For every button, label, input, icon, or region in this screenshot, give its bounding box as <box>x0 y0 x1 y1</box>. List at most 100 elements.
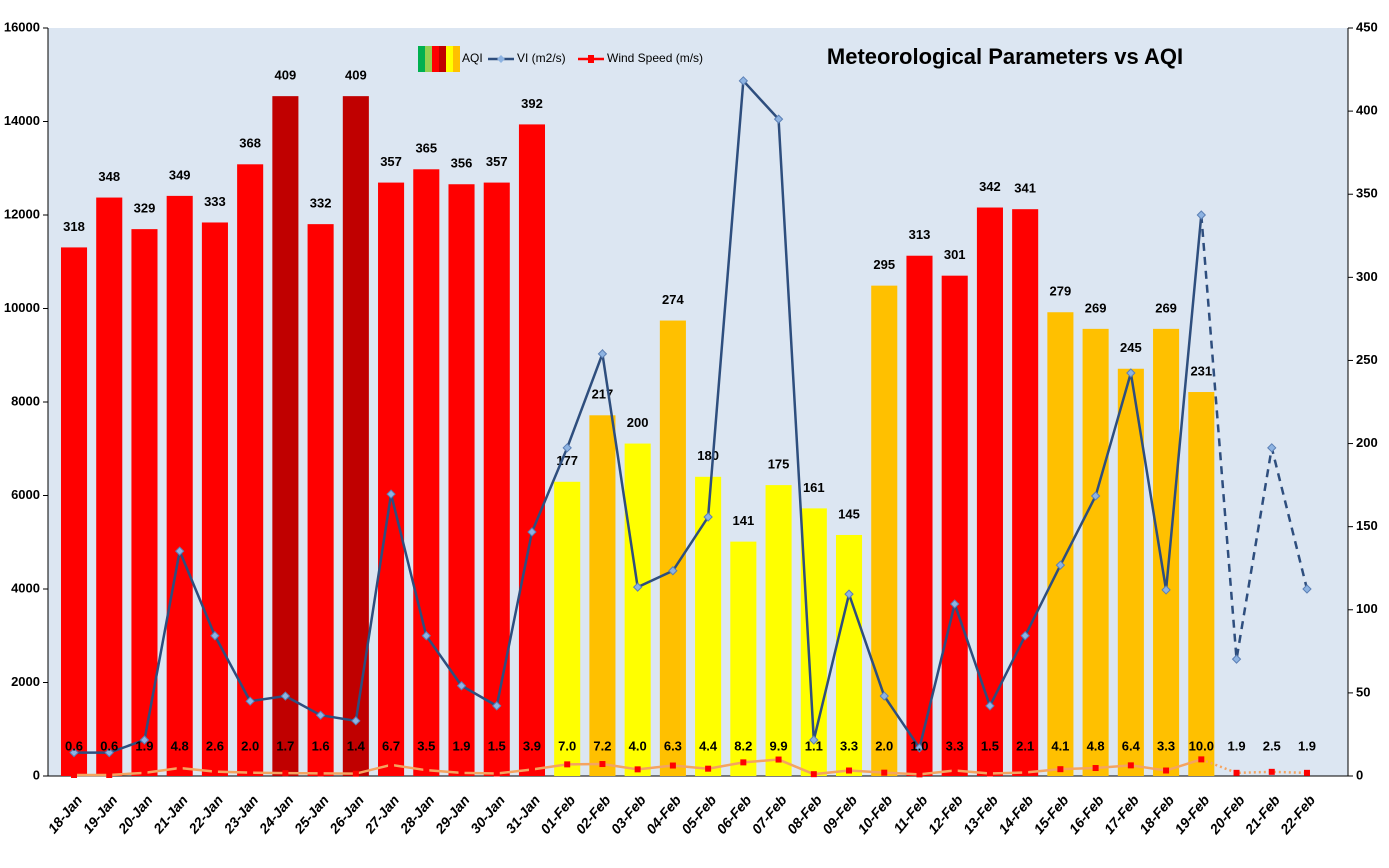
data-label: 7.2 <box>593 738 611 753</box>
y-tick-label: 10000 <box>4 300 40 315</box>
x-tick-label: 27-Jan <box>361 792 402 837</box>
marker <box>104 747 114 758</box>
data-label: 6.3 <box>664 738 682 753</box>
bar <box>1047 312 1074 776</box>
data-label: 4.4 <box>699 738 718 753</box>
x-tick-label: 22-Jan <box>185 792 226 837</box>
x-tick-label: 02-Feb <box>572 792 614 837</box>
bar <box>1153 328 1180 776</box>
data-label: 9.9 <box>770 738 788 753</box>
x-tick-label: 08-Feb <box>784 792 826 837</box>
bar-label: 357 <box>380 154 402 169</box>
bar <box>835 534 863 776</box>
legend-label: AQI <box>462 51 483 65</box>
bar-label: 177 <box>556 453 578 468</box>
data-label: 0.6 <box>65 738 83 753</box>
marker <box>139 735 150 745</box>
marker <box>844 589 854 599</box>
marker <box>810 771 817 778</box>
marker <box>564 761 571 768</box>
data-label: 1.9 <box>452 738 470 753</box>
x-tick-label: 14-Feb <box>995 792 1037 837</box>
data-label: 1.0 <box>910 738 928 753</box>
marker <box>1302 584 1312 594</box>
bar <box>96 197 123 777</box>
marker <box>1127 762 1134 769</box>
marker <box>986 770 993 777</box>
data-label: 1.4 <box>347 738 366 753</box>
x-tick-label: 19-Jan <box>80 792 121 836</box>
legend-marker <box>497 55 505 63</box>
data-label: 6.4 <box>1122 738 1141 753</box>
bar <box>272 96 299 776</box>
data-label: 2.6 <box>206 738 224 753</box>
data-label: 0.6 <box>100 738 118 753</box>
marker <box>351 716 361 726</box>
bar <box>1188 392 1215 776</box>
bar <box>871 285 898 776</box>
bar-label: 279 <box>1050 284 1072 299</box>
legend-label: Wind Speed (m/s) <box>607 51 703 65</box>
marker <box>174 546 185 556</box>
y2-tick-label: 250 <box>1356 352 1378 367</box>
marker <box>141 769 148 776</box>
marker <box>599 761 606 768</box>
y2-tick-label: 100 <box>1356 601 1378 616</box>
bar <box>60 247 88 776</box>
marker <box>705 765 712 772</box>
bar-label: 356 <box>451 156 473 171</box>
bar <box>448 184 475 776</box>
legend-swatch <box>432 46 439 72</box>
x-tick-label: 13-Feb <box>960 792 1002 837</box>
marker <box>562 443 572 453</box>
bar-label: 141 <box>732 513 754 528</box>
x-tick-label: 12-Feb <box>925 792 967 837</box>
marker <box>634 766 641 773</box>
x-tick-label: 29-Jan <box>431 792 472 837</box>
marker <box>916 771 923 778</box>
marker <box>493 770 500 777</box>
x-tick-label: 01-Feb <box>537 792 579 837</box>
marker <box>1163 767 1170 774</box>
marker <box>950 599 960 609</box>
bar <box>976 207 1003 776</box>
data-label: 1.9 <box>135 738 153 753</box>
bar-label: 295 <box>873 257 895 272</box>
data-label: 2.0 <box>875 738 893 753</box>
marker <box>1020 631 1030 641</box>
x-tick-label: 21-Jan <box>149 792 190 837</box>
data-label: 1.9 <box>1298 738 1316 753</box>
line-projected <box>1200 214 1309 660</box>
y2-tick-label: 150 <box>1356 518 1378 533</box>
data-label: 7.0 <box>558 738 576 753</box>
bar-label: 269 <box>1085 300 1107 315</box>
marker <box>71 772 78 779</box>
bar-label: 409 <box>345 68 367 83</box>
x-tick-label: 19-Feb <box>1171 792 1213 837</box>
y-tick-label: 16000 <box>4 19 40 34</box>
x-tick-label: 28-Jan <box>396 792 437 837</box>
data-label: 4.8 <box>1087 738 1105 753</box>
marker <box>703 512 713 522</box>
x-tick-label: 07-Feb <box>748 792 790 837</box>
bar <box>483 182 510 776</box>
bar <box>342 96 369 776</box>
marker <box>773 114 784 124</box>
x-tick-label: 17-Feb <box>1101 792 1143 837</box>
marker <box>388 761 395 768</box>
data-label: 1.5 <box>488 738 506 753</box>
x-tick-label: 25-Jan <box>290 792 331 837</box>
marker <box>69 747 79 758</box>
marker <box>1198 756 1205 763</box>
data-label: 4.0 <box>629 738 647 753</box>
marker <box>352 770 359 777</box>
x-tick-label: 16-Feb <box>1065 792 1107 837</box>
data-label: 2.1 <box>1016 738 1034 753</box>
x-tick-label: 30-Jan <box>467 792 508 836</box>
marker <box>458 769 465 776</box>
marker <box>527 527 537 537</box>
legend-marker <box>588 55 594 63</box>
bar <box>1082 328 1109 776</box>
legend-swatch <box>439 46 446 72</box>
x-tick-label: 23-Jan <box>220 792 261 837</box>
